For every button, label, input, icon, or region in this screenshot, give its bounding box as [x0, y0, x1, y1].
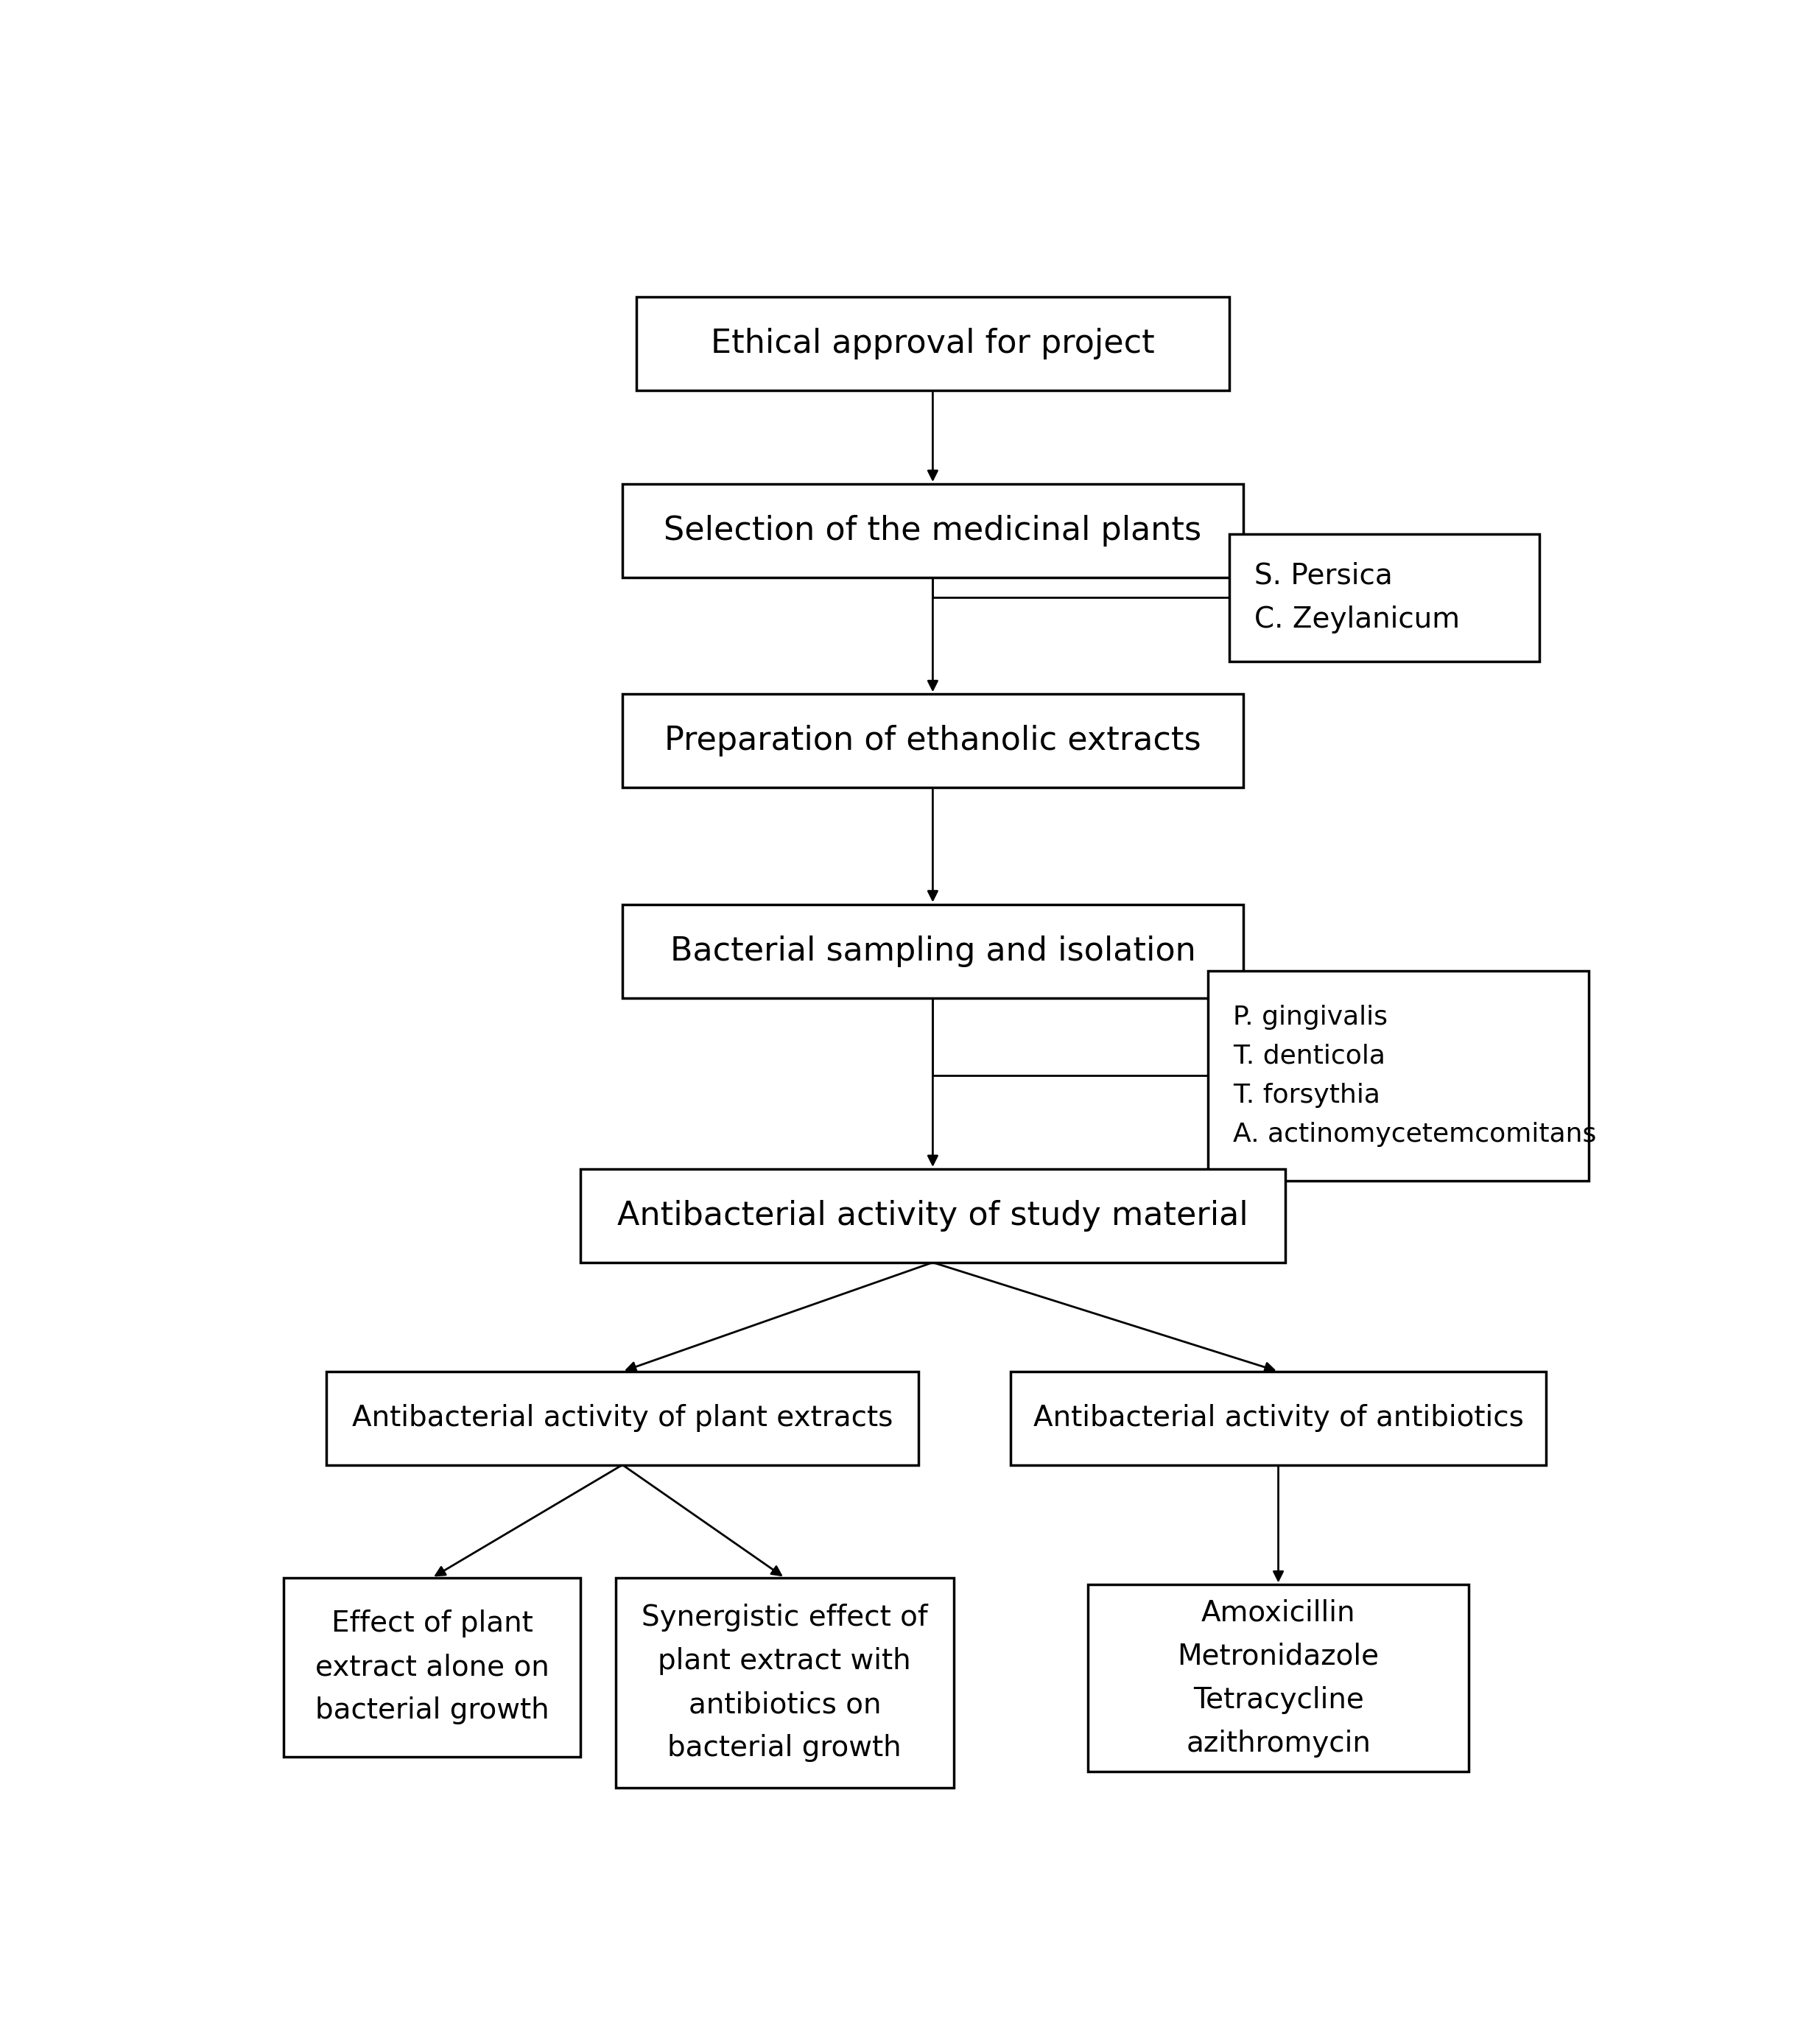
- FancyBboxPatch shape: [622, 694, 1243, 787]
- Text: Preparation of ethanolic extracts: Preparation of ethanolic extracts: [664, 726, 1201, 756]
- Text: Synergistic effect of
plant extract with
antibiotics on
bacterial growth: Synergistic effect of plant extract with…: [641, 1603, 928, 1761]
- Text: Effect of plant
extract alone on
bacterial growth: Effect of plant extract alone on bacteri…: [315, 1610, 550, 1725]
- Text: Antibacterial activity of antibiotics: Antibacterial activity of antibiotics: [1034, 1403, 1523, 1432]
- FancyBboxPatch shape: [622, 483, 1243, 578]
- Text: P. gingivalis
T. denticola
T. forsythia
A. actinomycetemcomitans: P. gingivalis T. denticola T. forsythia …: [1234, 1005, 1596, 1146]
- FancyBboxPatch shape: [637, 297, 1229, 390]
- FancyBboxPatch shape: [284, 1577, 581, 1757]
- Text: Antibacterial activity of study material: Antibacterial activity of study material: [617, 1199, 1249, 1231]
- FancyBboxPatch shape: [581, 1169, 1285, 1262]
- Text: Amoxicillin
Metronidazole
Tetracycline
azithromycin: Amoxicillin Metronidazole Tetracycline a…: [1178, 1599, 1380, 1757]
- FancyBboxPatch shape: [622, 904, 1243, 997]
- Text: Ethical approval for project: Ethical approval for project: [712, 328, 1154, 360]
- FancyBboxPatch shape: [1208, 971, 1589, 1181]
- FancyBboxPatch shape: [615, 1577, 954, 1787]
- Text: Selection of the medicinal plants: Selection of the medicinal plants: [664, 516, 1201, 546]
- FancyBboxPatch shape: [1088, 1585, 1469, 1771]
- Text: S. Persica
C. Zeylanicum: S. Persica C. Zeylanicum: [1254, 562, 1460, 633]
- FancyBboxPatch shape: [1229, 534, 1540, 661]
- FancyBboxPatch shape: [1010, 1371, 1547, 1464]
- FancyBboxPatch shape: [326, 1371, 919, 1464]
- Text: Antibacterial activity of plant extracts: Antibacterial activity of plant extracts: [351, 1403, 894, 1432]
- Text: Bacterial sampling and isolation: Bacterial sampling and isolation: [670, 936, 1196, 967]
